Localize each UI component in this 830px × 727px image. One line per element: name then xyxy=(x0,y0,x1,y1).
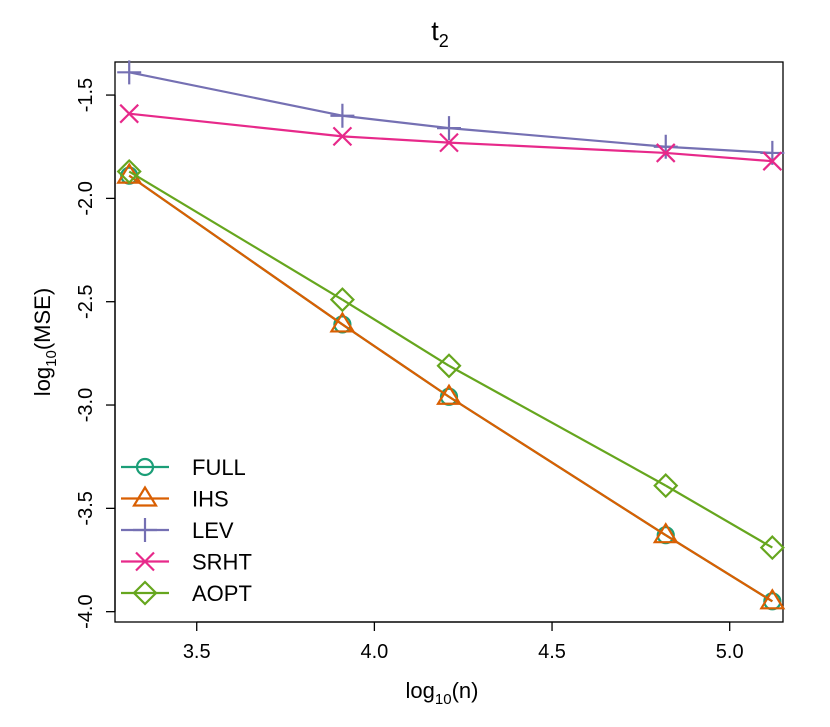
data-point xyxy=(117,60,142,85)
x-tick-label: 4.5 xyxy=(538,641,566,663)
y-tick-label: -1.5 xyxy=(75,78,97,112)
series-line-segment xyxy=(341,298,450,367)
legend-item-aopt: AOPT xyxy=(121,580,252,606)
y-tick-label: -3.5 xyxy=(75,491,97,525)
series-line-segment xyxy=(128,71,343,117)
data-point xyxy=(759,588,786,610)
series-line-segment xyxy=(665,151,773,163)
x-tick-label: 5.0 xyxy=(716,641,744,663)
legend-label: FULL xyxy=(192,455,246,480)
series-srht xyxy=(119,103,783,171)
data-point xyxy=(437,116,461,141)
series-line-segment xyxy=(128,170,343,301)
series-line-segment xyxy=(448,141,666,155)
data-point xyxy=(439,132,459,153)
data-point xyxy=(653,473,679,499)
series-line-segment xyxy=(129,112,343,138)
data-point xyxy=(132,485,158,507)
series-line-segment xyxy=(341,323,450,398)
data-point xyxy=(332,126,353,147)
series-line-segment xyxy=(665,484,773,549)
series-line-segment xyxy=(448,127,666,148)
data-point xyxy=(653,134,678,159)
series-line-segment xyxy=(342,114,450,130)
data-point xyxy=(133,518,157,542)
data-point xyxy=(135,551,155,572)
data-point xyxy=(652,522,679,544)
legend-label: AOPT xyxy=(192,581,252,606)
x-tick-label: 3.5 xyxy=(183,641,211,663)
series-lev xyxy=(117,60,785,165)
data-point xyxy=(330,103,355,128)
legend-item-srht: SRHT xyxy=(121,550,252,575)
legend-item-full: FULL xyxy=(121,455,246,480)
y-tick-label: -2.5 xyxy=(75,284,97,318)
series-line-segment xyxy=(665,534,773,603)
data-point xyxy=(116,158,142,185)
x-tick-label: 4.0 xyxy=(360,641,388,663)
series-line-segment xyxy=(342,135,450,144)
legend-label: SRHT xyxy=(192,550,252,575)
data-point xyxy=(132,580,158,606)
y-tick-label: -4.0 xyxy=(75,594,97,628)
legend-item-ihs: IHS xyxy=(121,485,229,512)
data-point xyxy=(119,103,139,124)
series-line-segment xyxy=(448,395,667,537)
data-point xyxy=(135,457,155,477)
data-point xyxy=(329,311,356,333)
y-axis-label: log10(MSE) xyxy=(30,288,60,396)
legend: FULL IHS LEV SRHT AOPT xyxy=(121,455,252,606)
data-point xyxy=(329,287,355,313)
data-point xyxy=(759,535,785,561)
y-tick-label: -3.0 xyxy=(75,388,97,422)
y-tick-label: -2.0 xyxy=(75,181,97,215)
legend-item-lev: LEV xyxy=(121,518,234,543)
data-point xyxy=(436,353,462,379)
chart-title: t2 xyxy=(431,16,449,51)
series-line-segment xyxy=(448,364,667,487)
series-line-segment xyxy=(128,174,344,326)
legend-label: LEV xyxy=(192,518,234,543)
x-axis: 3.5 4.0 4.5 5.0 xyxy=(183,621,744,663)
series-aopt xyxy=(116,158,785,561)
data-point xyxy=(436,383,462,405)
legend-label: IHS xyxy=(192,487,229,512)
data-point xyxy=(655,143,676,163)
y-axis: -4.0 -3.5 -3.0 -2.5 -2.0 -1.5 xyxy=(75,78,116,629)
data-point xyxy=(762,151,783,171)
x-axis-label: log10(n) xyxy=(406,678,479,708)
series-line-segment xyxy=(665,145,773,155)
series-layer xyxy=(116,60,786,611)
